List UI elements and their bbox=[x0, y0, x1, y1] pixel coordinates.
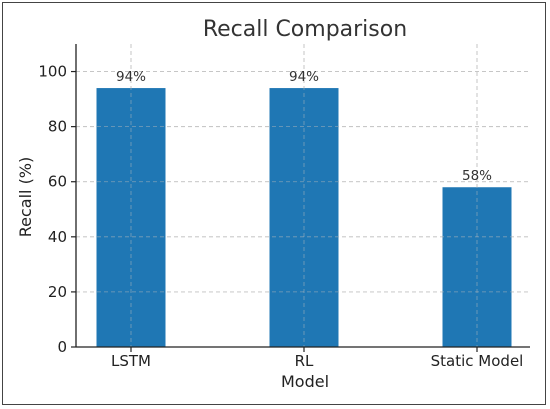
y-tick-label-20: 20 bbox=[48, 283, 67, 301]
y-tick-label-60: 60 bbox=[48, 173, 67, 191]
chart-title: Recall Comparison bbox=[203, 17, 407, 42]
data-label-lstm: 94% bbox=[116, 69, 146, 85]
axes-layer bbox=[75, 44, 530, 348]
data-label-static-model: 58% bbox=[462, 168, 492, 184]
ticks-layer: 0 20 40 60 80 100 LSTM RL Static Model bbox=[38, 63, 523, 370]
y-tick-label-100: 100 bbox=[38, 63, 67, 81]
data-label-rl: 94% bbox=[289, 69, 319, 85]
bar-static-model bbox=[442, 187, 512, 347]
x-tick-label-lstm: LSTM bbox=[111, 352, 151, 370]
data-labels-layer: 94% 94% 58% bbox=[116, 69, 492, 184]
y-tick-label-0: 0 bbox=[57, 338, 67, 356]
y-axis-label: Recall (%) bbox=[16, 157, 35, 238]
x-tick-label-static-model: Static Model bbox=[431, 352, 524, 370]
y-tick-label-40: 40 bbox=[48, 228, 67, 246]
bars-layer bbox=[76, 44, 530, 348]
y-tick-label-80: 80 bbox=[48, 118, 67, 136]
x-tick-label-rl: RL bbox=[295, 352, 314, 370]
x-axis-label: Model bbox=[281, 372, 329, 391]
